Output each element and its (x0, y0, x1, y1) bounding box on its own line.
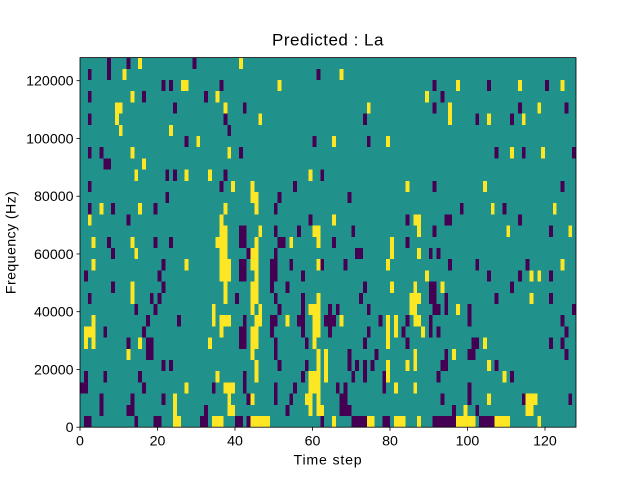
svg-text:0: 0 (66, 420, 74, 436)
svg-text:Time step: Time step (294, 453, 363, 469)
svg-text:80000: 80000 (34, 189, 74, 205)
svg-text:100000: 100000 (26, 131, 73, 147)
svg-text:20: 20 (150, 434, 166, 450)
svg-text:60000: 60000 (34, 247, 74, 263)
svg-text:40000: 40000 (34, 305, 74, 321)
svg-text:80: 80 (382, 434, 398, 450)
svg-text:60: 60 (305, 434, 321, 450)
svg-text:20000: 20000 (34, 362, 74, 378)
svg-text:40: 40 (227, 434, 243, 450)
svg-text:120: 120 (533, 434, 557, 450)
svg-text:Frequency (Hz): Frequency (Hz) (4, 191, 20, 294)
svg-text:120000: 120000 (26, 74, 73, 90)
svg-text:100: 100 (456, 434, 480, 450)
svg-text:0: 0 (76, 434, 84, 450)
svg-text:Predicted : La: Predicted : La (272, 30, 384, 49)
